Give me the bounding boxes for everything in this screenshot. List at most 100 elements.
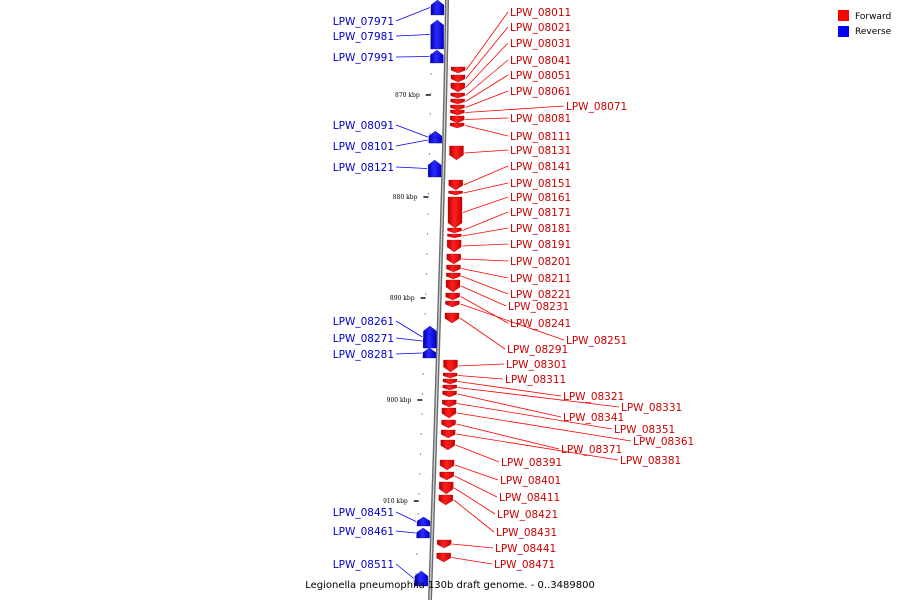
reverse-gene-label[interactable]: LPW_08121 [333,162,394,174]
forward-gene-label[interactable]: LPW_08131 [510,145,571,157]
forward-gene-label[interactable]: LPW_08351 [614,424,675,436]
forward-gene-label[interactable]: LPW_08321 [563,391,624,403]
forward-gene-label[interactable]: LPW_08361 [633,436,694,448]
forward-gene-label[interactable]: LPW_08291 [507,344,568,356]
forward-gene-arrow[interactable] [442,384,457,391]
forward-gene-arrow[interactable] [445,300,460,308]
forward-gene-arrow[interactable] [442,390,457,398]
forward-gene-label[interactable]: LPW_08401 [500,475,561,487]
forward-gene-arrow[interactable] [446,253,461,265]
forward-gene-label[interactable]: LPW_08251 [566,335,627,347]
forward-gene-label[interactable]: LPW_08181 [510,223,571,235]
reverse-gene-arrow[interactable] [423,333,437,349]
reverse-gene-arrow[interactable] [430,49,444,64]
reverse-gene-arrow[interactable] [428,136,442,144]
forward-gene-label[interactable]: LPW_08031 [510,38,571,50]
forward-gene-arrow[interactable] [450,104,465,111]
forward-gene-arrow[interactable] [443,359,458,373]
forward-gene-label[interactable]: LPW_08471 [494,559,555,571]
forward-gene-label[interactable]: LPW_08311 [505,374,566,386]
forward-gene-label[interactable]: LPW_08071 [566,101,627,113]
forward-gene-arrow[interactable] [450,92,465,99]
forward-gene-arrow[interactable] [446,239,462,253]
reverse-gene-label[interactable]: LPW_08511 [333,559,394,571]
reverse-gene-arrow[interactable] [430,0,445,16]
reverse-gene-label[interactable]: LPW_07971 [333,16,394,28]
forward-gene-label[interactable]: LPW_08331 [621,402,682,414]
forward-gene-label[interactable]: LPW_08241 [510,318,571,330]
forward-gene-label[interactable]: LPW_08211 [510,273,571,285]
forward-gene-arrow[interactable] [449,122,465,129]
forward-gene-arrow[interactable] [448,179,463,191]
reverse-gene-label[interactable]: LPW_07991 [333,52,394,64]
reverse-gene-label[interactable]: LPW_07981 [333,31,394,43]
forward-gene-arrow[interactable] [442,399,457,408]
reverse-gene-label[interactable]: LPW_08281 [333,349,394,361]
forward-gene-arrow[interactable] [446,264,461,273]
forward-gene-label[interactable]: LPW_08141 [510,161,571,173]
forward-gene-arrow[interactable] [441,419,456,429]
forward-gene-label[interactable]: LPW_08391 [501,457,562,469]
forward-gene-arrow[interactable] [451,66,466,74]
reverse-gene-arrow[interactable] [416,516,431,527]
forward-gene-arrow[interactable] [447,227,462,234]
forward-gene-label[interactable]: LPW_08011 [510,7,571,19]
forward-gene-label[interactable]: LPW_08151 [510,178,571,190]
forward-gene-arrow[interactable] [446,272,461,280]
forward-gene-arrow[interactable] [439,459,455,471]
forward-gene-arrow[interactable] [437,539,452,549]
forward-gene-label[interactable]: LPW_08021 [510,22,571,34]
reverse-gene-label[interactable]: LPW_08461 [333,526,394,538]
forward-gene-label[interactable]: LPW_08171 [510,207,571,219]
forward-gene-arrow[interactable] [450,82,466,93]
forward-gene-label[interactable]: LPW_08221 [510,289,571,301]
forward-gene-label[interactable]: LPW_08341 [563,412,624,424]
forward-gene-label[interactable]: LPW_08111 [510,131,571,143]
forward-gene-arrow[interactable] [444,312,460,324]
forward-gene-arrow[interactable] [449,145,464,161]
reverse-gene-label[interactable]: LPW_08271 [333,333,394,345]
forward-gene-arrow[interactable] [445,279,461,293]
reverse-gene-arrow[interactable] [422,347,437,359]
forward-gene-label[interactable]: LPW_08381 [620,455,681,467]
forward-gene-label[interactable]: LPW_08191 [510,239,571,251]
forward-gene-label[interactable]: LPW_08201 [510,256,571,268]
forward-gene-arrow[interactable] [439,481,454,495]
forward-gene-arrow[interactable] [450,109,465,116]
forward-gene-arrow[interactable] [440,439,455,451]
forward-gene-arrow[interactable] [447,233,462,239]
forward-gene-label[interactable]: LPW_08301 [506,359,567,371]
reverse-gene-label[interactable]: LPW_08451 [333,507,394,519]
forward-gene-arrow[interactable] [439,471,454,481]
forward-gene-arrow[interactable] [438,494,453,506]
forward-gene-arrow[interactable] [450,115,465,124]
reverse-gene-label[interactable]: LPW_08101 [333,141,394,153]
forward-gene-label[interactable]: LPW_08061 [510,86,571,98]
reverse-gene-label[interactable]: LPW_08261 [333,316,394,328]
forward-gene-arrow[interactable] [443,372,458,379]
reverse-gene-arrow[interactable] [430,19,444,50]
forward-gene-label[interactable]: LPW_08041 [510,55,571,67]
forward-gene-arrow[interactable] [441,407,457,419]
reverse-gene-arrow[interactable] [427,159,442,178]
forward-gene-arrow[interactable] [447,196,463,229]
forward-gene-label[interactable]: LPW_08431 [496,527,557,539]
forward-gene-arrow[interactable] [445,292,460,301]
forward-gene-label[interactable]: LPW_08051 [510,70,571,82]
forward-gene-label[interactable]: LPW_08371 [561,444,622,456]
forward-gene-arrow[interactable] [441,429,456,439]
forward-gene-label[interactable]: LPW_08231 [508,301,569,313]
forward-gene-label[interactable]: LPW_08161 [510,192,571,204]
forward-gene-label[interactable]: LPW_08441 [495,543,556,555]
forward-gene-arrow[interactable] [442,378,458,385]
forward-gene-arrow[interactable] [436,552,451,563]
forward-gene-label[interactable]: LPW_08421 [497,509,558,521]
forward-gene-arrow[interactable] [448,190,463,196]
forward-gene-label[interactable]: LPW_08081 [510,113,571,125]
reverse-gene-label[interactable]: LPW_08091 [333,120,394,132]
reverse-gene-arrow[interactable] [414,570,428,587]
reverse-gene-arrow[interactable] [416,527,430,539]
forward-gene-arrow[interactable] [450,74,466,83]
forward-gene-label[interactable]: LPW_08411 [499,492,560,504]
forward-gene-arrow[interactable] [450,98,465,105]
